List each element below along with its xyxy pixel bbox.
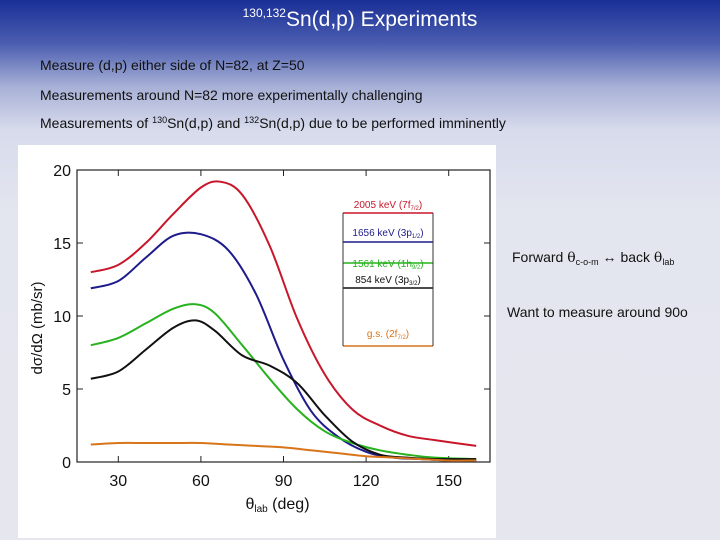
legend-tail-4: ) bbox=[406, 329, 409, 340]
legend-subscript-4: 7/2 bbox=[397, 335, 406, 341]
forward-back-note: Forward θc-o-m ↔ back θlab bbox=[512, 249, 674, 267]
y-tick-label-0: 0 bbox=[62, 455, 71, 472]
legend-tail-3: ) bbox=[417, 275, 420, 286]
title-superscript: 130,132 bbox=[242, 6, 286, 20]
measure-note: Want to measure around 90o bbox=[507, 304, 688, 320]
title-text: Sn(d,p) Experiments bbox=[285, 8, 478, 31]
chart-svg: 30 60 90 120 150 0 5 10 15 20 θlab (deg) dσ/dΩ (mb/… bbox=[29, 163, 491, 515]
note-theta-com: θ bbox=[567, 250, 576, 266]
note-theta-lab: θ bbox=[653, 250, 663, 266]
x-tick-label-60: 60 bbox=[192, 473, 210, 490]
legend-label-4: g.s. (2f7/2) bbox=[367, 329, 409, 341]
bullet-2: Measurements around N=82 more experiment… bbox=[40, 87, 423, 103]
x-axis-unit: (deg) bbox=[268, 496, 310, 513]
note-com-subscript: c-o-m bbox=[575, 257, 599, 267]
x-tick-label-150: 150 bbox=[435, 473, 462, 490]
series-line-2 bbox=[90, 303, 477, 461]
note-lab-subscript: lab bbox=[662, 257, 675, 267]
legend-label-3: 854 keV (3p3/2) bbox=[355, 275, 421, 287]
y-tick-label-10: 10 bbox=[53, 309, 71, 326]
series-line-4 bbox=[90, 441, 477, 462]
legend-label-0: 2005 keV (7f7/2) bbox=[354, 200, 422, 212]
legend-subscript-2: 9/2 bbox=[412, 265, 421, 271]
legend-subscript-3: 3/2 bbox=[409, 281, 418, 287]
x-axis-subscript: lab bbox=[254, 504, 268, 515]
plot-frame bbox=[76, 169, 491, 463]
x-tick-label-30: 30 bbox=[109, 473, 127, 490]
x-tick-label-90: 90 bbox=[275, 473, 293, 490]
legend-tail-1: ) bbox=[420, 228, 423, 239]
note-forward-text: Forward bbox=[512, 249, 568, 265]
legend-tail-0: ) bbox=[419, 200, 422, 211]
legend-subscript-0: 7/2 bbox=[411, 206, 420, 212]
legend-text-2: 1561 keV (1h bbox=[352, 259, 412, 270]
legend-text-4: g.s. (2f bbox=[367, 329, 398, 340]
series-line-0 bbox=[90, 180, 477, 447]
slide-title: 130,132Sn(d,p) Experiments bbox=[0, 6, 720, 32]
y-tick-label-20: 20 bbox=[53, 163, 71, 180]
legend: 2005 keV (7f7/2)1656 keV (3p1/2)1561 keV… bbox=[342, 200, 434, 347]
cross-section-chart: 30 60 90 120 150 0 5 10 15 20 θlab (deg) dσ/dΩ (mb/… bbox=[18, 145, 496, 538]
legend-text-1: 1656 keV (3p bbox=[352, 228, 412, 239]
y-tick-label-15: 15 bbox=[53, 236, 71, 253]
x-axis-theta: θ bbox=[245, 496, 254, 513]
legend-text-3: 854 keV (3p bbox=[355, 275, 409, 286]
legend-label-2: 1561 keV (1h9/2) bbox=[352, 259, 423, 271]
bullet-1: Measure (d,p) either side of N=82, at Z=… bbox=[40, 57, 305, 73]
bullet-3-part-a: Measurements of bbox=[40, 115, 153, 131]
bullet-3-sup-a: 130 bbox=[152, 115, 168, 125]
bullet-3: Measurements of 130Sn(d,p) and 132Sn(d,p… bbox=[40, 115, 506, 131]
bullet-3-part-c: Sn(d,p) due to be performed imminently bbox=[259, 115, 506, 131]
note-arrow-text: ↔ back bbox=[598, 249, 654, 265]
legend-tail-2: ) bbox=[420, 259, 423, 270]
y-tick-label-5: 5 bbox=[62, 382, 71, 399]
x-tick-label-120: 120 bbox=[353, 473, 380, 490]
legend-subscript-1: 1/2 bbox=[412, 234, 421, 240]
y-axis-label: dσ/dΩ (mb/sr) bbox=[29, 282, 46, 375]
bullet-3-sup-b: 132 bbox=[244, 115, 260, 125]
x-axis-label: θlab (deg) bbox=[245, 496, 309, 515]
legend-text-0: 2005 keV (7f bbox=[354, 200, 411, 211]
bullet-3-part-b: Sn(d,p) and bbox=[167, 115, 245, 131]
legend-label-1: 1656 keV (3p1/2) bbox=[352, 228, 423, 240]
